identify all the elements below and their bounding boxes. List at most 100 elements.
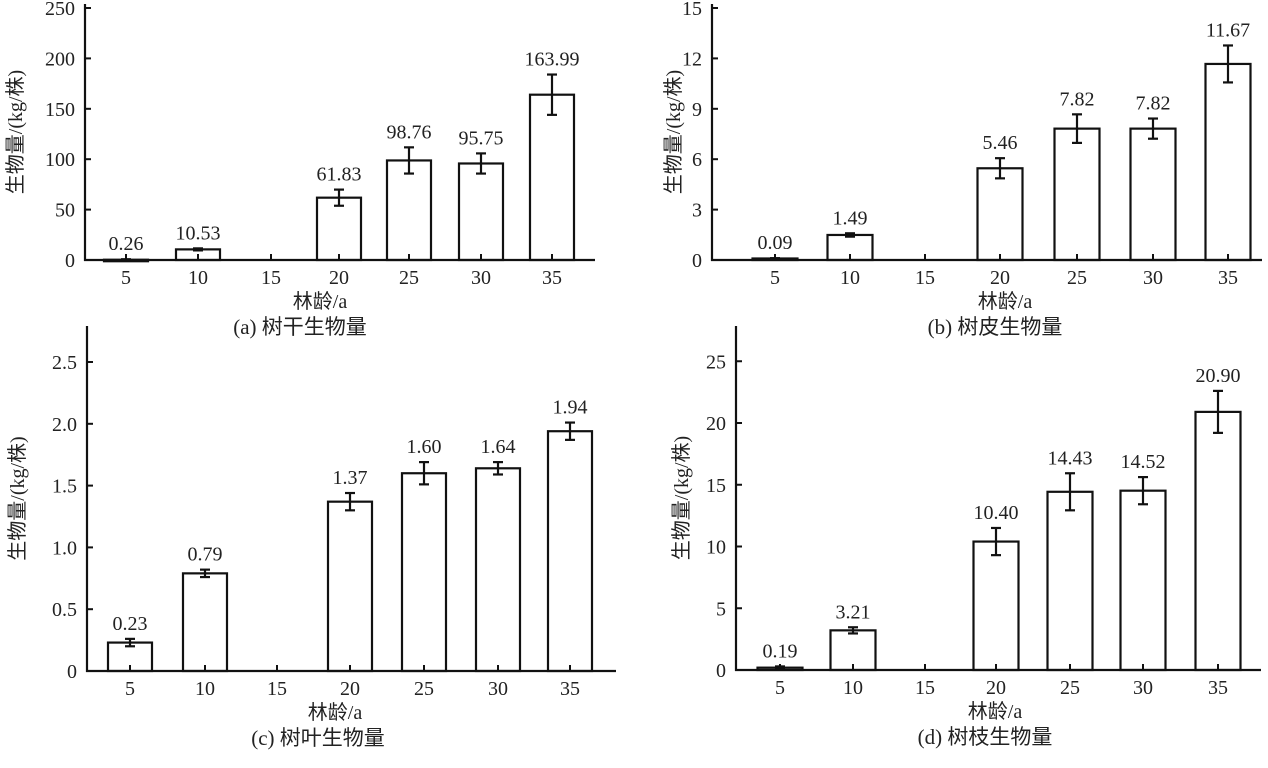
data-label: 0.09 — [758, 232, 793, 254]
x-tick-label: 5 — [770, 267, 780, 289]
y-tick-label: 0 — [65, 250, 75, 272]
x-tick-label: 20 — [340, 678, 360, 700]
chart-title: (b) 树皮生物量 — [928, 315, 1063, 339]
data-label: 1.94 — [553, 397, 588, 419]
data-label: 95.75 — [459, 127, 504, 149]
y-tick-label: 15 — [706, 475, 726, 497]
chart-title: (a) 树干生物量 — [233, 315, 367, 339]
y-tick-label: 10 — [706, 537, 726, 559]
y-tick-label: 0 — [716, 660, 726, 682]
data-label: 1.37 — [333, 467, 368, 489]
error-bar — [1148, 117, 1158, 140]
bar — [972, 540, 1020, 672]
y-tick-label: 150 — [45, 99, 75, 121]
x-tick-label: 35 — [1208, 677, 1228, 699]
x-axis-label: 林龄/a — [968, 700, 1023, 723]
x-tick-label: 10 — [188, 267, 208, 289]
x-tick-label: 15 — [261, 267, 281, 289]
bar — [1119, 489, 1167, 672]
data-label: 3.21 — [836, 601, 871, 623]
error-bar — [334, 188, 344, 207]
y-tick-label: 100 — [45, 149, 75, 171]
data-label: 7.82 — [1060, 88, 1095, 110]
data-label: 14.43 — [1048, 447, 1093, 469]
x-tick-label: 20 — [986, 677, 1006, 699]
error-bar — [991, 526, 1001, 557]
error-bar — [125, 637, 135, 648]
x-tick-label: 35 — [542, 267, 562, 289]
x-tick-label: 30 — [488, 678, 508, 700]
x-tick-label: 20 — [329, 267, 349, 289]
bar — [385, 159, 433, 262]
data-label: 0.23 — [113, 613, 148, 635]
error-bar — [193, 247, 203, 252]
x-tick-label: 30 — [1133, 677, 1153, 699]
x-axis-label: 林龄/a — [308, 701, 363, 724]
y-axis-label: 生物量/(kg/株) — [4, 70, 27, 194]
data-label: 98.76 — [387, 121, 432, 143]
x-tick-label: 25 — [399, 267, 419, 289]
bar — [181, 572, 229, 673]
x-tick-label: 10 — [840, 267, 860, 289]
x-tick-label: 30 — [471, 267, 491, 289]
data-label: 7.82 — [1136, 93, 1171, 115]
error-bar — [493, 461, 503, 476]
bar — [546, 430, 594, 673]
error-bar — [565, 421, 575, 441]
y-tick-label: 12 — [682, 48, 702, 70]
x-tick-label: 35 — [1218, 267, 1238, 289]
error-bar — [547, 73, 557, 116]
error-bar — [995, 157, 1005, 180]
error-bar — [404, 146, 414, 175]
error-bar — [1065, 472, 1075, 512]
x-axis-label: 林龄/a — [978, 290, 1033, 313]
data-label: 61.83 — [317, 164, 362, 186]
y-tick-label: 1.0 — [52, 537, 77, 559]
y-tick-label: 5 — [716, 598, 726, 620]
bar — [1053, 127, 1101, 262]
error-bar — [848, 626, 858, 635]
bar — [976, 167, 1024, 262]
x-tick-label: 25 — [1067, 267, 1087, 289]
error-bar — [1138, 475, 1148, 506]
bar — [315, 196, 363, 262]
error-bar — [200, 568, 210, 579]
y-tick-label: 0 — [692, 250, 702, 272]
chart-panel-a: 0.26 5 10.53 10 15 61.83 20 98.76 25 95.75 30 163.9… — [4, 0, 595, 339]
x-tick-label: 10 — [195, 678, 215, 700]
data-label: 0.79 — [188, 544, 223, 566]
chart-panel-c: 0.23 5 0.79 10 15 1.37 20 1.60 25 1.64 30 1.94 35 0 0.… — [6, 326, 616, 750]
y-tick-label: 25 — [706, 351, 726, 373]
x-tick-label: 20 — [990, 267, 1010, 289]
error-bar — [476, 152, 486, 175]
bar — [457, 162, 505, 262]
y-tick-label: 50 — [55, 200, 75, 222]
y-tick-label: 6 — [692, 149, 702, 171]
error-bar — [1072, 113, 1082, 145]
data-label: 0.19 — [763, 640, 798, 662]
data-label: 1.64 — [481, 436, 516, 458]
x-tick-label: 5 — [125, 678, 135, 700]
data-label: 1.60 — [407, 436, 442, 458]
data-label: 0.26 — [109, 233, 144, 255]
y-tick-label: 200 — [45, 48, 75, 70]
data-label: 11.67 — [1206, 19, 1250, 41]
y-tick-label: 0.5 — [52, 599, 77, 621]
data-label: 10.40 — [974, 502, 1019, 524]
bar — [474, 467, 522, 673]
error-bar — [419, 461, 429, 486]
chart-panel-d: 0.19 5 3.21 10 15 10.40 20 14.43 25 14.52 30 20.90 3… — [670, 326, 1261, 749]
y-tick-label: 2.5 — [52, 352, 77, 374]
data-label: 163.99 — [525, 49, 580, 71]
chart-panel-b: 0.09 5 1.49 10 15 5.46 20 7.82 25 7.82 30 11.67 35 0 3… — [662, 0, 1262, 339]
error-bar — [345, 491, 355, 512]
x-tick-label: 15 — [915, 677, 935, 699]
bar — [1046, 490, 1094, 672]
data-label: 1.49 — [833, 207, 868, 229]
data-label: 20.90 — [1196, 365, 1241, 387]
y-tick-label: 1.5 — [52, 476, 77, 498]
chart-title: (c) 树叶生物量 — [251, 726, 385, 750]
y-tick-label: 3 — [692, 200, 702, 222]
bar — [400, 472, 448, 673]
x-tick-label: 5 — [121, 267, 131, 289]
